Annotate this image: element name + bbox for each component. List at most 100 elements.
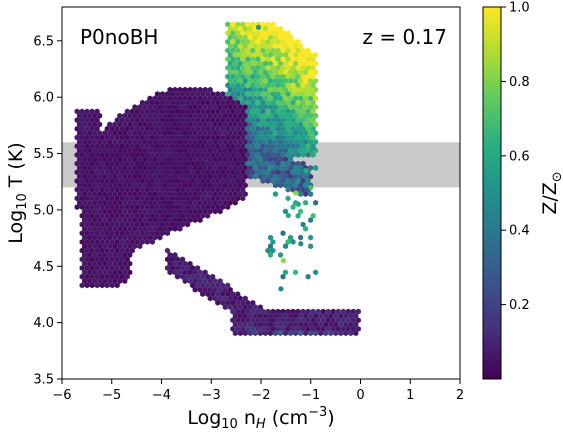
hex-cell <box>235 108 241 115</box>
hex-cell <box>152 112 158 119</box>
hex-cell <box>74 178 80 184</box>
hex-cell <box>134 178 140 184</box>
hex-cell <box>277 60 284 67</box>
hex-cell <box>222 286 228 293</box>
hex-cell <box>87 138 93 145</box>
hex-cell <box>162 95 168 102</box>
hex-cell <box>89 265 95 271</box>
hex-cell <box>303 138 309 145</box>
hex-cell <box>328 312 334 319</box>
hex-cell <box>225 178 231 184</box>
hex-cell <box>127 199 133 206</box>
hex-cell <box>210 186 216 193</box>
hex-cell <box>205 291 211 297</box>
hex-cell <box>277 86 284 93</box>
hex-cell <box>298 173 304 180</box>
hex-cell <box>262 25 268 32</box>
hex-cell <box>345 317 351 324</box>
hex-cell <box>232 25 238 32</box>
hex-cell <box>215 291 221 297</box>
hex-cell <box>285 47 291 54</box>
hex-cell <box>74 125 80 132</box>
hex-cell <box>275 308 281 315</box>
hex-cell <box>275 317 281 324</box>
hex-cell <box>109 186 115 193</box>
hex-cell <box>169 178 176 184</box>
hex-cell <box>232 182 238 189</box>
hex-cell <box>127 130 133 137</box>
hex-cell <box>77 191 83 197</box>
hex-cell <box>180 160 186 167</box>
hex-cell <box>285 99 291 106</box>
hex-cell <box>272 130 278 137</box>
hex-cell <box>89 221 95 228</box>
hex-cell <box>127 225 133 232</box>
hex-cell <box>333 321 339 328</box>
hex-cell <box>308 78 314 84</box>
hex-cell <box>348 330 354 337</box>
hex-cell <box>142 182 148 189</box>
hex-cell <box>152 182 158 189</box>
hex-cell <box>285 169 291 176</box>
hex-cell <box>260 134 266 141</box>
hex-cell <box>267 104 273 110</box>
hex-cell <box>343 321 349 328</box>
hex-cell <box>235 99 241 106</box>
hex-cell <box>290 326 296 332</box>
hex-cell <box>77 173 83 180</box>
x-tick-label: −5 <box>102 388 121 403</box>
hex-cell <box>157 234 163 241</box>
hex-cell <box>257 147 263 154</box>
hex-cell <box>89 117 95 123</box>
hex-cell <box>230 169 236 176</box>
hex-cell <box>252 173 258 180</box>
hex-cell <box>187 173 193 180</box>
hex-cell <box>79 169 85 176</box>
hex-cell <box>124 239 130 245</box>
hex-cell <box>74 195 80 202</box>
hex-cell <box>270 125 276 132</box>
hex-cell <box>117 173 123 180</box>
hex-cell <box>225 56 231 63</box>
hex-cell <box>257 321 263 328</box>
hex-cell <box>265 73 271 80</box>
hex-cell <box>164 204 170 210</box>
hex-cell <box>355 326 361 332</box>
hex-cell <box>205 282 211 289</box>
hex-cell <box>169 108 176 115</box>
hex-cell <box>303 321 309 328</box>
hex-cell <box>149 125 155 132</box>
hex-cell <box>187 165 193 171</box>
hex-cell <box>192 112 198 119</box>
hex-cell <box>227 25 233 32</box>
hex-cell <box>92 182 98 189</box>
hex-cell <box>280 73 286 80</box>
y-tick-label: 6.5 <box>33 34 54 49</box>
hex-cell <box>290 65 296 71</box>
hex-cell <box>114 143 120 150</box>
hex-cell <box>222 182 228 189</box>
hex-cell <box>235 169 241 176</box>
hex-cell <box>202 138 208 145</box>
hex-cell <box>117 260 123 267</box>
hex-cell <box>283 51 289 58</box>
hex-cell <box>172 165 178 171</box>
hex-cell <box>89 160 95 167</box>
hex-cell <box>152 95 158 102</box>
hex-cell <box>300 186 306 193</box>
hex-cell <box>275 38 281 45</box>
hex-cell <box>144 99 150 106</box>
hex-cell <box>288 321 294 328</box>
hex-cell <box>132 182 138 189</box>
hex-cell <box>97 252 103 258</box>
hex-cell <box>187 130 193 137</box>
hex-cell <box>127 260 133 267</box>
hex-cell <box>300 134 306 141</box>
hex-cell <box>215 195 221 202</box>
hex-cell <box>313 95 319 102</box>
hex-cell <box>225 99 231 106</box>
hex-cell <box>195 282 201 289</box>
hex-cell <box>99 212 105 219</box>
hex-cell <box>262 173 268 180</box>
hex-cell <box>124 178 130 184</box>
